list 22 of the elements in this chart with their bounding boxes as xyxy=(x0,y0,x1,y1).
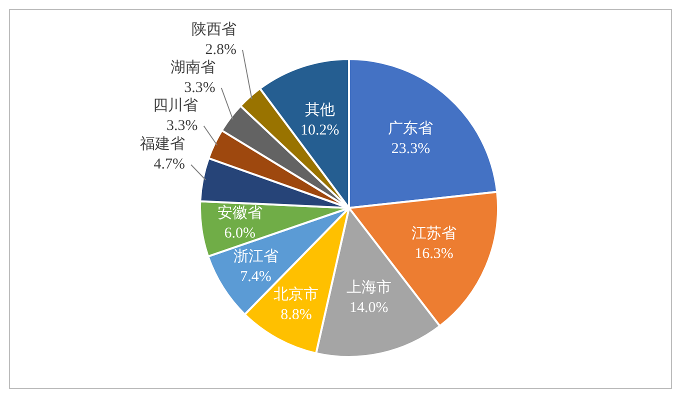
data-label: 16.3% xyxy=(414,246,454,262)
slice-label: 北京市 xyxy=(274,286,319,303)
slice-label: 湖南省 xyxy=(170,58,216,76)
data-label: 14.0% xyxy=(349,300,388,316)
slice-label: 江苏省 xyxy=(411,225,456,242)
data-label: 6.0% xyxy=(224,226,256,242)
data-label: 10.2% xyxy=(300,122,340,138)
data-label: 3.3% xyxy=(166,118,198,134)
data-label: 4.7% xyxy=(154,156,186,173)
slice-label: 广东省 xyxy=(388,120,434,138)
data-label: 3.3% xyxy=(184,80,216,96)
data-label: 7.4% xyxy=(240,268,272,285)
slice-label: 陕西省 xyxy=(192,20,237,38)
slice-label: 其他 xyxy=(304,101,335,118)
data-label: 2.8% xyxy=(205,42,237,58)
slice-label: 福建省 xyxy=(140,136,186,153)
slice-label: 安徽省 xyxy=(217,204,262,222)
slice-label: 浙江省 xyxy=(233,248,278,265)
slice-label: 四川省 xyxy=(152,96,198,114)
data-label: 23.3% xyxy=(391,141,430,158)
data-label: 8.8% xyxy=(280,306,312,323)
slice-label: 上海市 xyxy=(346,279,392,296)
